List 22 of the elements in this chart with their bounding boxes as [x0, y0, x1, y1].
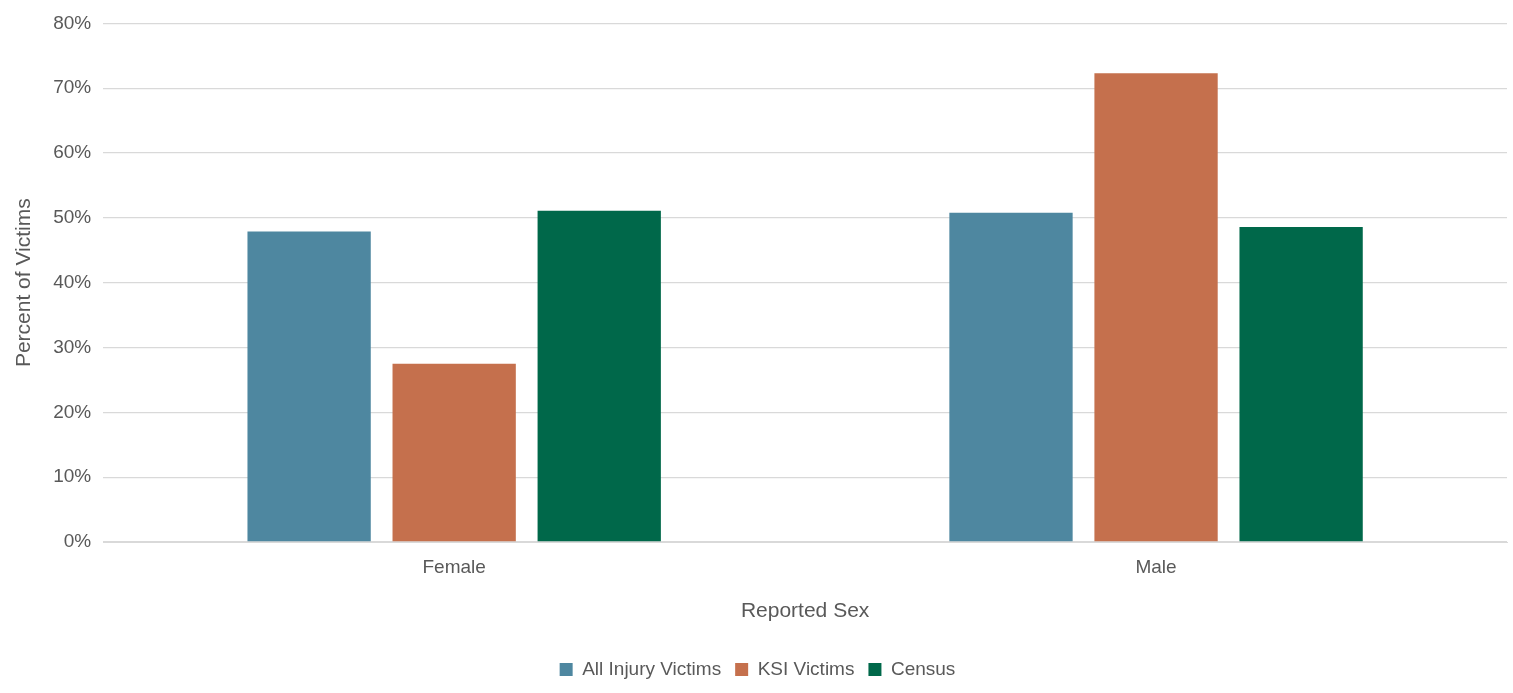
y-tick-label: 0%	[63, 530, 92, 552]
y-tick-label: 10%	[53, 465, 92, 487]
y-tick-label: 30%	[53, 335, 92, 357]
y-tick-label: 80%	[53, 11, 92, 33]
bar	[537, 210, 661, 542]
y-tick-label: 20%	[53, 400, 92, 422]
y-tick-label: 40%	[53, 270, 92, 292]
y-axis-title: Percent of Victims	[11, 198, 35, 368]
bar	[247, 231, 371, 542]
bar	[949, 212, 1073, 542]
x-tick-label: Male	[1135, 555, 1177, 577]
y-tick-label: 70%	[53, 76, 92, 98]
y-tick-label: 60%	[53, 141, 92, 163]
bar	[1094, 73, 1218, 542]
bar	[392, 363, 516, 542]
legend-label: All Injury Victims	[582, 657, 722, 679]
x-axis-title: Reported Sex	[740, 598, 870, 622]
legend-label: Census	[890, 657, 956, 679]
y-tick-label: 50%	[53, 206, 92, 228]
legend-label: KSI Victims	[757, 657, 855, 679]
x-tick-label: Female	[422, 555, 486, 577]
bar	[1239, 226, 1363, 542]
